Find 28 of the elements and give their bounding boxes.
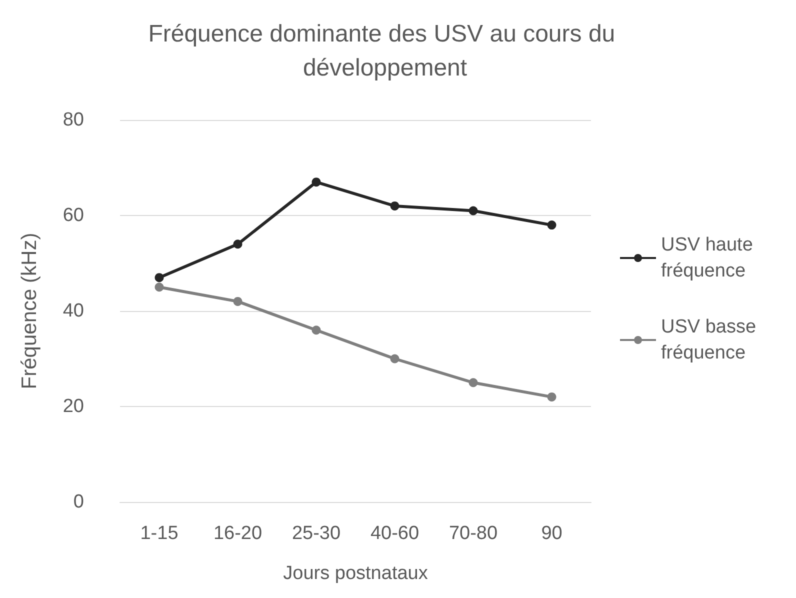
point: [233, 240, 242, 249]
x-tick-label: 70-80: [448, 523, 498, 544]
x-tick-label: 25-30: [292, 523, 341, 544]
point: [547, 392, 556, 402]
point: [154, 282, 164, 292]
point: [154, 273, 164, 282]
x-tick-label: 40-60: [370, 523, 420, 544]
x-tick-label: 1-15: [140, 523, 178, 544]
legend-label: USV haute fréquence: [661, 234, 758, 282]
point: [233, 296, 242, 306]
point: [312, 326, 321, 335]
x-tick-label: 16-20: [213, 523, 262, 544]
y-axis-title: Fréquence (kHz): [18, 232, 41, 390]
point: [547, 220, 556, 230]
point: [390, 354, 400, 364]
chart-title: Fréquence dominante des USV au cours du développement: [148, 20, 622, 82]
point: [468, 206, 478, 216]
x-tick-label: 90: [541, 523, 562, 544]
point: [312, 178, 321, 187]
y-tick-label: 0: [73, 492, 84, 512]
legend-label: USV basse fréquence: [661, 316, 762, 364]
y-tick-label: 20: [62, 396, 84, 417]
y-tick-label: 40: [62, 300, 84, 322]
y-tick-label: 60: [62, 205, 84, 226]
x-axis-title: Jours postnataux: [283, 563, 428, 584]
y-tick-label: 80: [62, 110, 84, 130]
point: [468, 378, 478, 388]
point: [390, 201, 400, 210]
